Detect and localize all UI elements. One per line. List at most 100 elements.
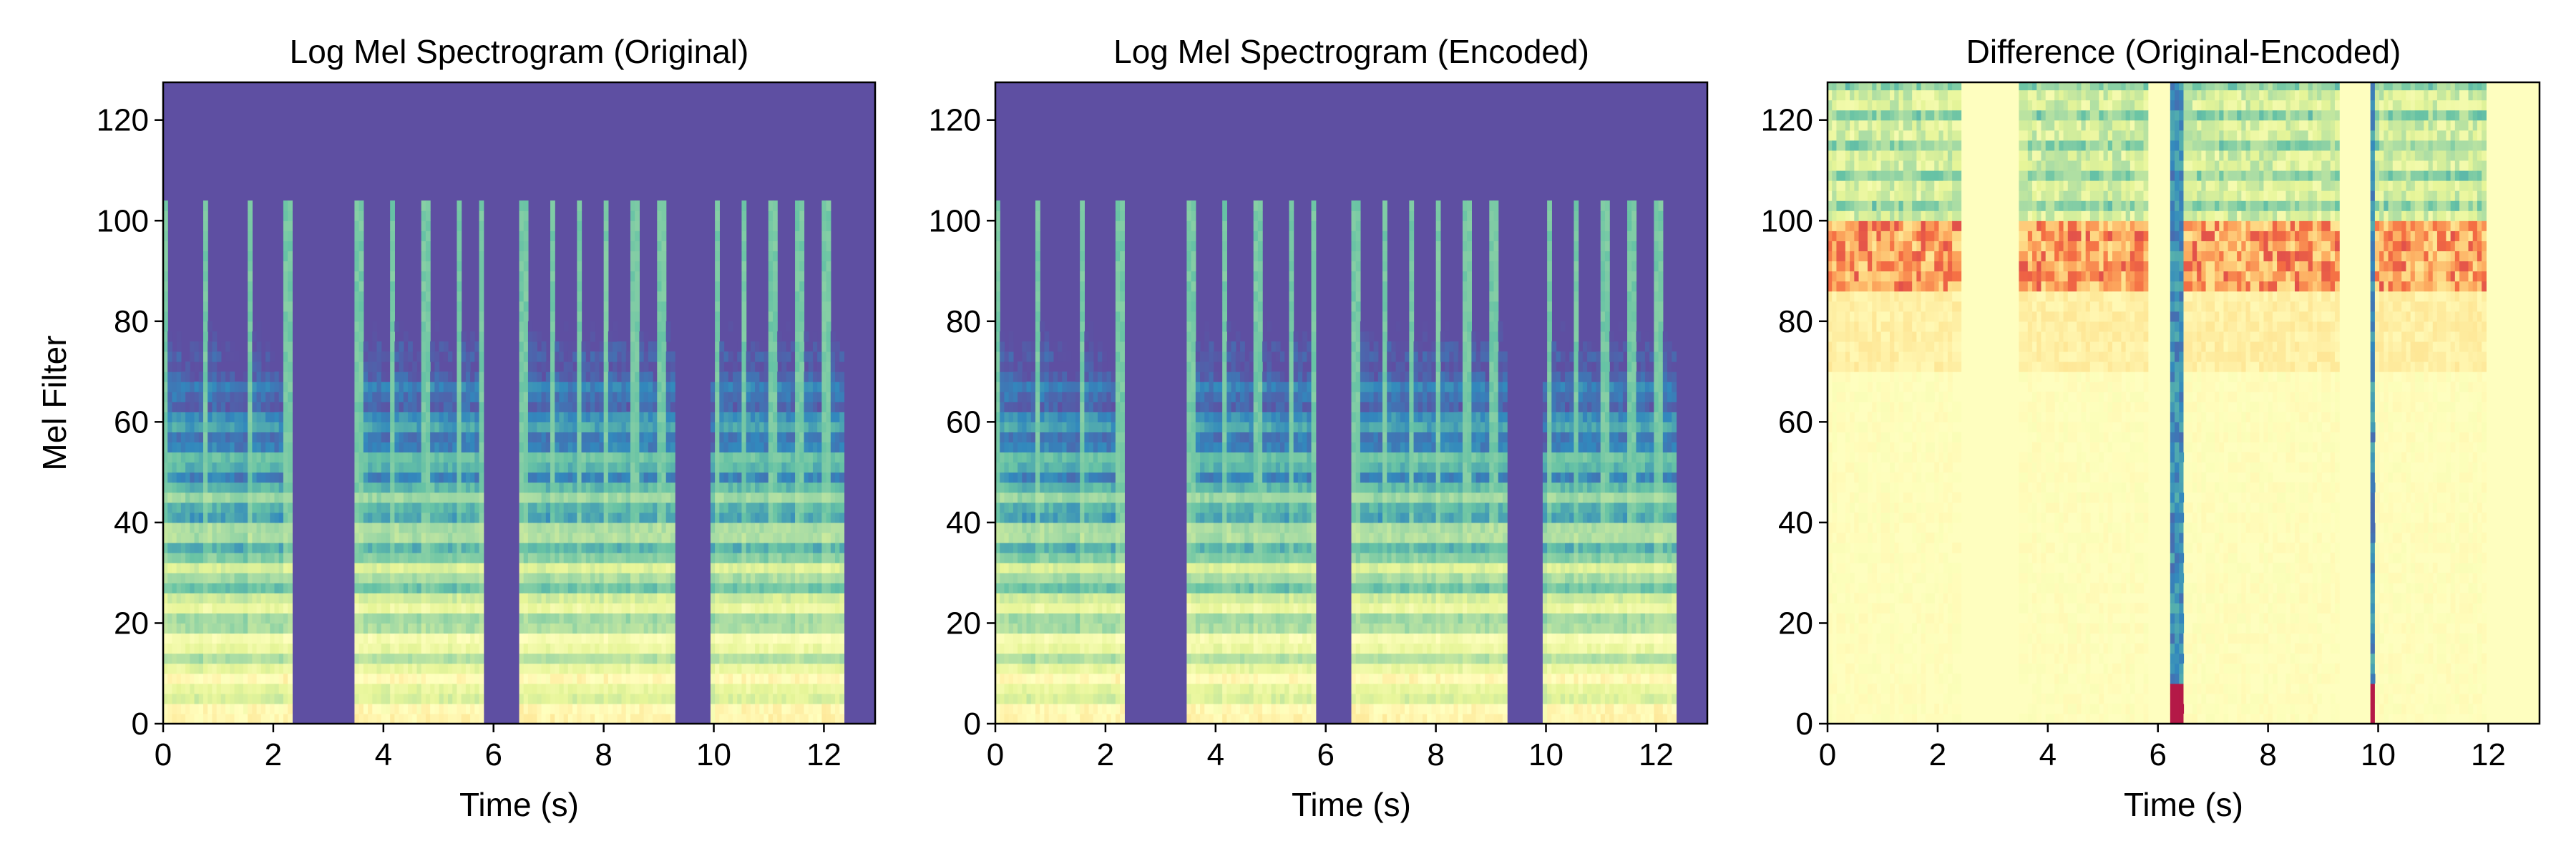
heatmap-cell <box>630 301 635 312</box>
heatmap-cell <box>470 532 475 543</box>
heatmap-cell <box>755 573 760 583</box>
heatmap-cell <box>234 693 240 704</box>
heatmap-cell <box>759 663 765 674</box>
heatmap-cell <box>252 472 258 483</box>
heatmap-cell <box>653 563 658 573</box>
heatmap-cell <box>265 623 270 634</box>
heatmap-cell <box>243 693 248 704</box>
heatmap-cell <box>639 472 645 483</box>
heatmap-cell <box>288 502 293 513</box>
heatmap-cell <box>621 573 627 583</box>
heatmap-cell <box>617 543 623 553</box>
heatmap-cell <box>817 693 822 704</box>
heatmap-cell <box>412 502 418 513</box>
heatmap-cell <box>567 543 573 553</box>
heatmap-cell <box>523 341 529 352</box>
heatmap-cell <box>252 492 258 503</box>
heatmap-cell <box>260 452 266 463</box>
heatmap-cell <box>230 613 235 624</box>
heatmap-cell <box>399 422 404 432</box>
heatmap-cell <box>625 351 631 362</box>
heatmap-cell <box>176 583 182 593</box>
heatmap-cell <box>523 321 529 332</box>
heatmap-cell <box>274 452 280 463</box>
heatmap-cell <box>763 472 769 483</box>
heatmap-cell <box>537 583 542 593</box>
heatmap-cell <box>527 543 533 553</box>
heatmap-cell <box>434 663 440 674</box>
heatmap-cell <box>203 412 208 422</box>
heatmap-cell <box>804 573 809 583</box>
heatmap-cell <box>577 593 582 603</box>
heatmap-cell <box>577 502 582 513</box>
heatmap-cell <box>527 351 533 362</box>
heatmap-cell <box>826 492 831 503</box>
heatmap-cell <box>399 633 404 644</box>
heatmap-cell <box>421 653 426 664</box>
heatmap-cell <box>817 663 822 674</box>
heatmap-cell <box>799 432 805 443</box>
heatmap-cell <box>274 512 280 523</box>
heatmap-cell <box>256 382 262 392</box>
heatmap-cell <box>278 532 284 543</box>
heatmap-cell <box>746 603 751 613</box>
heatmap-cell <box>470 603 475 613</box>
heatmap-cell <box>185 693 190 704</box>
heatmap-cell <box>768 230 774 241</box>
heatmap-cell <box>403 543 409 553</box>
heatmap-cell <box>608 462 613 473</box>
heatmap-cell <box>288 412 293 422</box>
heatmap-cell <box>474 573 480 583</box>
heatmap-cell <box>430 593 435 603</box>
heatmap-cell <box>728 482 733 493</box>
heatmap-cell <box>781 372 787 382</box>
heatmap-cell <box>270 563 275 573</box>
heatmap-cell <box>555 633 560 644</box>
heatmap-cell <box>786 593 791 603</box>
heatmap-cell <box>185 603 190 613</box>
heatmap-cell <box>443 663 449 674</box>
heatmap-cell <box>439 452 444 463</box>
heatmap-cell <box>741 331 747 342</box>
heatmap-cell <box>225 502 230 513</box>
heatmap-cell <box>363 633 369 644</box>
heatmap-cell <box>208 492 213 503</box>
heatmap-cell <box>639 522 645 533</box>
heatmap-cell <box>523 593 529 603</box>
heatmap-cell <box>545 442 551 453</box>
heatmap-cell <box>768 432 774 443</box>
heatmap-cell <box>595 382 600 392</box>
heatmap-cell <box>403 643 409 654</box>
heatmap-cell <box>835 502 840 513</box>
heatmap-cell <box>163 372 168 382</box>
heatmap-cell <box>238 412 244 422</box>
heatmap-cell <box>821 593 827 603</box>
heatmap-cell <box>835 472 840 483</box>
heatmap-cell <box>737 683 743 694</box>
heatmap-cell <box>430 543 435 553</box>
heatmap-cell <box>541 543 547 553</box>
heatmap-cell <box>768 301 774 312</box>
heatmap-cell <box>768 603 774 613</box>
heatmap-cell <box>363 452 369 463</box>
heatmap-cell <box>274 412 280 422</box>
heatmap-cell <box>661 603 667 613</box>
heatmap-cell <box>733 392 738 402</box>
heatmap-cell <box>630 573 635 583</box>
heatmap-cell <box>457 442 462 453</box>
heatmap-cell <box>434 442 440 453</box>
heatmap-cell <box>198 553 204 563</box>
heatmap-cell <box>581 412 587 422</box>
heatmap-cell <box>812 462 818 473</box>
heatmap-cell <box>653 482 658 493</box>
heatmap-cell <box>572 593 577 603</box>
heatmap-cell <box>835 482 840 493</box>
heatmap-cell <box>474 613 480 624</box>
heatmap-cell <box>243 553 248 563</box>
heatmap-cell <box>661 311 667 322</box>
heatmap-cell <box>256 663 262 674</box>
heatmap-cell <box>617 502 623 513</box>
heatmap-cell <box>835 372 840 382</box>
heatmap-cell <box>799 613 805 624</box>
heatmap-cell <box>559 442 565 453</box>
